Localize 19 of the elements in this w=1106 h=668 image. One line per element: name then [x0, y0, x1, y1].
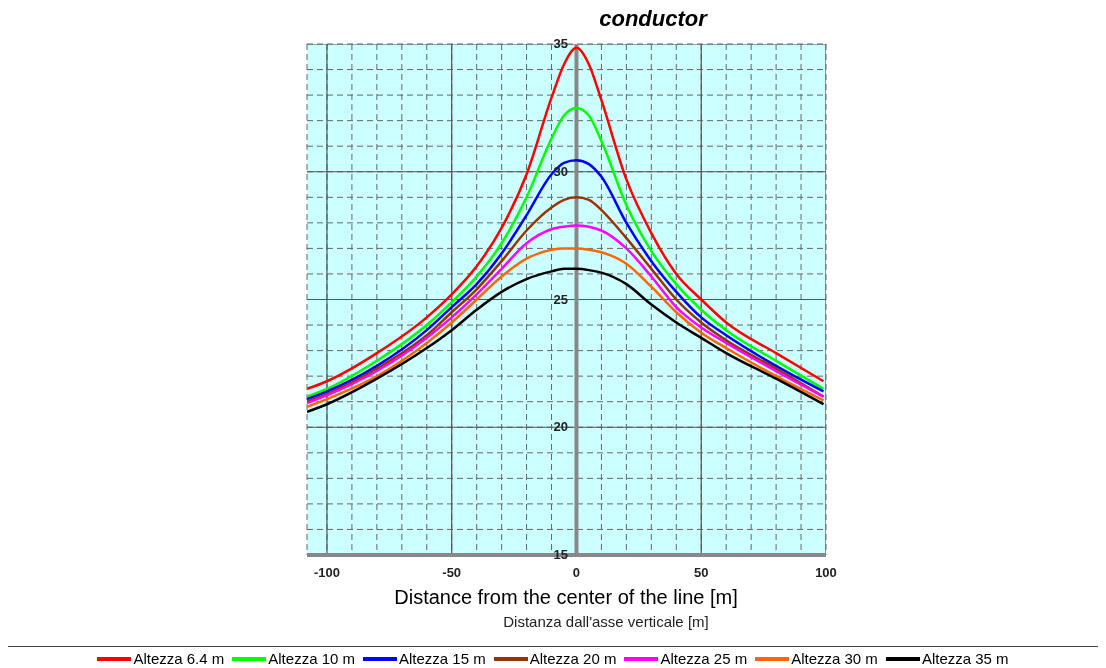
line-series: [307, 106, 825, 398]
text: Distanza dall'asse verticale [m]: [502, 613, 710, 630]
x-tick-label: 100: [815, 565, 837, 580]
x-tick-label: 50: [694, 565, 709, 580]
legend-label: Altezza 20 m: [528, 650, 617, 667]
legend-label: Altezza 6.4 m: [132, 650, 225, 667]
legend-label: Altezza 30 m: [790, 650, 878, 667]
legend-label: Altezza 10 m: [267, 650, 355, 667]
legend-label: Altezza 25 m: [659, 650, 748, 667]
x-axis-title: Distance from the center of the line [m]: [393, 586, 739, 609]
chart-title: conductor: [598, 6, 709, 31]
line-series: [307, 159, 825, 401]
legend-label: Altezza 35 m: [920, 650, 1009, 667]
x-tick-label: -100: [313, 565, 340, 580]
legend-label: Altezza 15 m: [398, 650, 486, 667]
y-tick-label: 15: [553, 547, 568, 562]
y-tick-label: 35: [553, 36, 568, 51]
x-tick-label: 0: [572, 565, 581, 580]
x-tick-label: -50: [442, 565, 462, 580]
